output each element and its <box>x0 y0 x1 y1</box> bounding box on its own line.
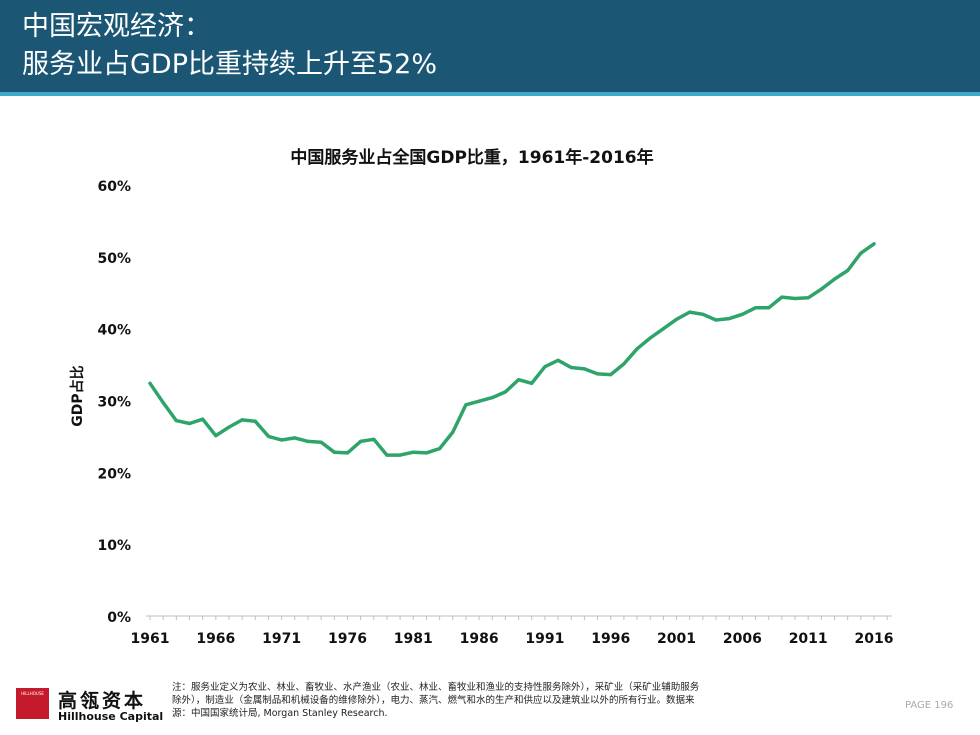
x-tick-label: 2011 <box>789 631 828 647</box>
data-point <box>517 378 521 382</box>
data-point <box>227 425 231 429</box>
data-point <box>872 242 876 246</box>
data-point <box>622 362 626 366</box>
footnote-line2: 除外），制造业（金属制品和机械设备的维修除外），电力、蒸汽、燃气和水的生产和供应… <box>172 695 695 706</box>
data-point <box>674 317 679 321</box>
data-point <box>727 317 731 321</box>
data-point <box>543 365 547 369</box>
data-point <box>411 450 415 454</box>
data-point <box>490 396 494 400</box>
data-point <box>596 372 600 376</box>
data-point <box>767 306 771 310</box>
data-point <box>846 268 850 273</box>
data-point <box>306 439 310 443</box>
slide-title-line1: 中国宏观经济： <box>22 11 211 42</box>
data-point <box>280 438 284 442</box>
data-point <box>253 419 257 423</box>
data-point <box>661 327 666 331</box>
slide-title-line2: 服务业占GDP比重持续上升至52% <box>22 49 438 80</box>
data-point <box>424 451 428 455</box>
data-point <box>201 417 205 421</box>
y-tick-label: 20% <box>97 466 131 482</box>
x-tick-label: 1961 <box>131 631 170 647</box>
data-point <box>701 312 705 316</box>
data-point <box>819 287 823 291</box>
data-point <box>359 439 363 443</box>
data-point <box>582 367 587 371</box>
page-number: PAGE 196 <box>905 700 954 711</box>
x-tick-label: 1976 <box>328 631 367 647</box>
data-point <box>859 251 863 255</box>
data-point <box>477 399 481 403</box>
data-point <box>161 401 165 405</box>
y-tick-label: 40% <box>97 323 131 339</box>
chart-title: 中国服务业占全国GDP比重，1961年-2016年 <box>290 147 653 168</box>
y-tick-label: 10% <box>97 538 131 554</box>
logo-mark-text: HILLHOUSE <box>21 691 44 696</box>
data-point <box>464 403 468 407</box>
data-point <box>187 421 192 426</box>
data-point <box>714 318 718 322</box>
series-line <box>148 242 876 457</box>
data-point <box>569 365 573 370</box>
data-point <box>372 437 376 441</box>
y-tick-label: 60% <box>97 179 131 195</box>
data-point <box>385 453 389 457</box>
data-point <box>753 306 758 310</box>
data-point <box>293 436 297 440</box>
data-point <box>793 296 797 301</box>
data-point <box>332 450 336 454</box>
logo-english-name: Hillhouse Capital <box>58 710 164 723</box>
logo-chinese-name: 高瓴资本 <box>58 690 147 712</box>
data-point <box>740 312 745 316</box>
data-point <box>240 418 244 422</box>
data-point <box>438 447 442 451</box>
data-point <box>319 440 323 444</box>
y-tick-label: 0% <box>107 610 131 626</box>
data-point <box>648 336 652 340</box>
x-tick-label: 1981 <box>394 631 433 647</box>
data-point <box>174 419 178 423</box>
footnote-line3: 源：中国国家统计局, Morgan Stanley Research. <box>172 708 388 719</box>
data-point <box>806 296 810 300</box>
footnote-line1: 注：服务业定义为农业、林业、畜牧业、水产渔业（农业、林业、畜牧业和渔业的支持性服… <box>172 682 700 693</box>
x-tick-label: 2016 <box>855 631 894 647</box>
y-tick-label: 50% <box>97 251 131 267</box>
data-point <box>451 430 455 434</box>
data-point <box>832 277 837 281</box>
y-tick-label: 30% <box>97 395 131 411</box>
data-point <box>780 295 784 299</box>
data-point <box>503 390 507 394</box>
data-point <box>148 381 152 385</box>
data-point <box>214 434 218 438</box>
data-point <box>345 451 350 455</box>
x-tick-label: 1966 <box>196 631 235 647</box>
data-point <box>609 373 613 377</box>
hillhouse-logo-mark: HILLHOUSE <box>16 688 49 719</box>
x-tick-label: 1996 <box>591 631 630 647</box>
header-bar <box>0 0 980 92</box>
x-tick-label: 2001 <box>657 631 696 647</box>
x-tick-label: 1971 <box>262 631 301 647</box>
x-tick-label: 1991 <box>525 631 564 647</box>
header-rule <box>0 92 980 96</box>
data-point <box>398 453 402 457</box>
x-tick-label: 1986 <box>460 631 499 647</box>
x-tick-label: 2006 <box>723 631 762 647</box>
data-point <box>266 434 271 438</box>
data-point <box>530 381 534 385</box>
data-point <box>635 347 639 351</box>
footnote: 注：服务业定义为农业、林业、畜牧业、水产渔业（农业、林业、畜牧业和渔业的支持性服… <box>172 681 792 720</box>
data-point <box>688 310 692 314</box>
y-axis-label: GDP占比 <box>69 365 86 426</box>
data-point <box>556 358 560 362</box>
